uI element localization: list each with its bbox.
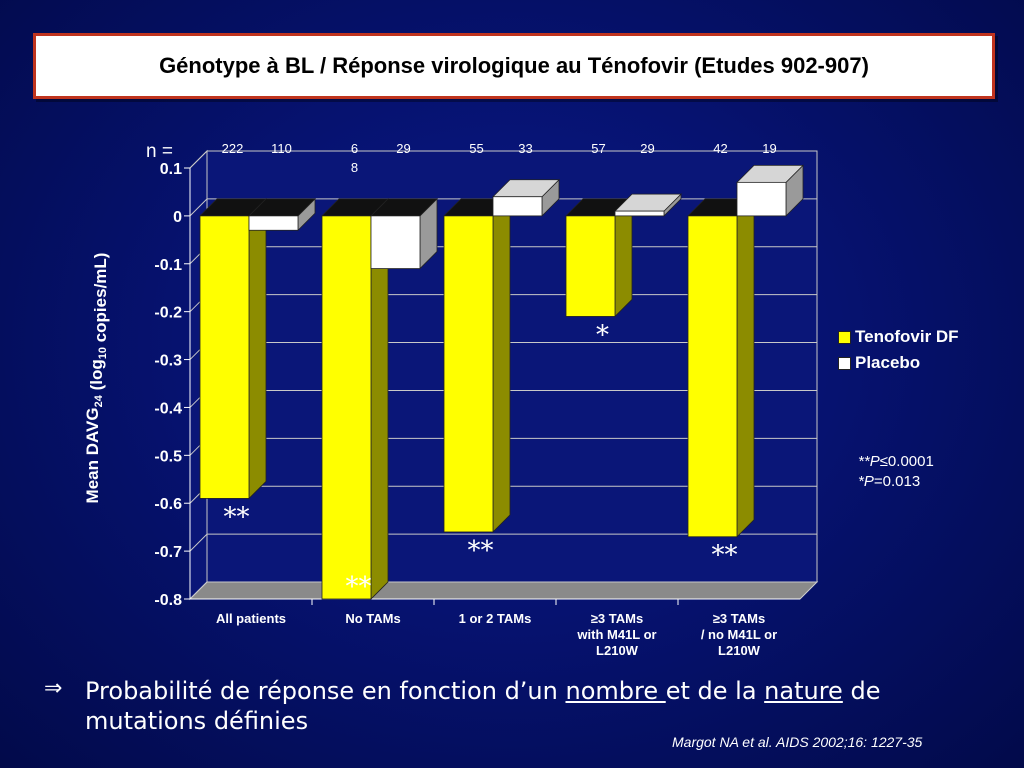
n-count: 55 bbox=[469, 141, 483, 156]
legend-item-placebo: Placebo bbox=[838, 350, 959, 376]
x-category-label: ≥3 TAMs bbox=[591, 611, 643, 626]
significance-marker: ** bbox=[346, 572, 372, 602]
significance-marker: ** bbox=[712, 541, 738, 571]
y-tick-label: 0.1 bbox=[160, 161, 182, 178]
gridline-side bbox=[189, 533, 208, 552]
bar-front bbox=[736, 181, 787, 217]
bar-tenofovir bbox=[687, 197, 755, 538]
x-category-label: All patients bbox=[216, 611, 286, 626]
y-axis-label-subscript: 10 bbox=[97, 347, 109, 359]
y-tick-label: -0.1 bbox=[154, 257, 182, 274]
n-count: 8 bbox=[351, 160, 358, 175]
implies-arrow-icon: ⇒ bbox=[44, 676, 63, 701]
bar-placebo bbox=[248, 197, 316, 232]
gridline-side bbox=[189, 581, 208, 600]
bar-placebo bbox=[614, 193, 682, 217]
bar-tenofovir bbox=[199, 197, 267, 500]
bar-front bbox=[565, 215, 616, 317]
bar-placebo bbox=[492, 178, 560, 217]
legend-swatch-placebo bbox=[838, 356, 851, 370]
n-count: 42 bbox=[713, 141, 727, 156]
bar-side bbox=[614, 197, 633, 318]
x-category-label: No TAMs bbox=[345, 611, 400, 626]
x-category-label: L210W bbox=[718, 643, 761, 658]
bar-front bbox=[687, 215, 738, 538]
y-axis-label-part: (log bbox=[87, 359, 106, 395]
significance-marker: ** bbox=[468, 536, 494, 566]
gridline-side bbox=[189, 150, 208, 169]
legend-item-tenofovir: Tenofovir DF bbox=[838, 324, 959, 350]
legend-label-placebo: Placebo bbox=[855, 353, 921, 372]
p-value-note-2: *P=0.013 bbox=[858, 473, 921, 490]
y-tick-label: -0.5 bbox=[154, 448, 182, 465]
bar-front bbox=[199, 215, 250, 499]
significance-marker: ** bbox=[224, 502, 250, 532]
y-tick-label: -0.3 bbox=[154, 353, 182, 370]
n-count: 29 bbox=[396, 141, 410, 156]
gridline-side bbox=[189, 198, 208, 217]
bar-tenofovir bbox=[321, 197, 389, 600]
bar-side bbox=[492, 197, 511, 533]
citation: Margot NA et al. AIDS 2002;16: 1227-35 bbox=[672, 734, 923, 750]
y-tick-label: -0.4 bbox=[154, 400, 182, 417]
bar-tenofovir bbox=[565, 197, 633, 318]
n-count: 19 bbox=[762, 141, 776, 156]
bar-side bbox=[248, 197, 267, 500]
y-tick-label: -0.8 bbox=[154, 592, 182, 609]
x-category-label: / no M41L or bbox=[701, 627, 777, 642]
slide-title: Génotype à BL / Réponse virologique au T… bbox=[159, 53, 869, 78]
n-count: 222 bbox=[222, 141, 244, 156]
bar-side bbox=[736, 197, 755, 538]
bar-front bbox=[492, 196, 543, 217]
x-category-label: 1 or 2 TAMs bbox=[459, 611, 532, 626]
y-axis-label-subscript: 24 bbox=[93, 394, 105, 407]
legend-label-tenofovir: Tenofovir DF bbox=[855, 327, 959, 346]
y-tick-label: -0.7 bbox=[154, 544, 182, 561]
p-value-note-1: **P≤0.0001 bbox=[858, 453, 934, 470]
y-axis-label: Mean DAVG24 (log10 copies/mL) bbox=[83, 253, 110, 504]
bar-placebo bbox=[370, 197, 438, 270]
y-tick-label: -0.2 bbox=[154, 305, 182, 322]
conclusion-text: Probabilité de réponse en fonction d’un … bbox=[85, 677, 881, 735]
legend-swatch-tenofovir bbox=[838, 330, 851, 344]
x-category-label: ≥3 TAMs bbox=[713, 611, 765, 626]
legend: Tenofovir DF Placebo bbox=[838, 324, 959, 376]
significance-marker: * bbox=[596, 320, 609, 350]
n-label: n = bbox=[146, 141, 173, 162]
bar-front bbox=[443, 215, 494, 533]
bar-placebo bbox=[736, 164, 804, 217]
n-count: 57 bbox=[591, 141, 605, 156]
bar-front bbox=[370, 215, 421, 269]
bar-tenofovir bbox=[443, 197, 511, 533]
n-count: 110 bbox=[271, 141, 292, 156]
bar-front bbox=[614, 210, 665, 217]
slide-title-box: Génotype à BL / Réponse virologique au T… bbox=[33, 33, 995, 99]
plot-floor bbox=[188, 581, 819, 600]
y-axis-label-part: copies/mL) bbox=[91, 253, 110, 347]
n-count: 29 bbox=[640, 141, 654, 156]
y-tick-label: -0.6 bbox=[154, 496, 182, 513]
x-category-label: with M41L or bbox=[576, 627, 656, 642]
n-count: 33 bbox=[518, 141, 532, 156]
n-count: 6 bbox=[351, 141, 358, 156]
y-tick-label: 0 bbox=[173, 209, 182, 226]
x-category-label: L210W bbox=[596, 643, 639, 658]
bar-front bbox=[321, 215, 372, 600]
bar-chart: 0.1 0 -0.1 -0.2 -0.3 -0.4 -0.5 -0.6 -0.7 -0.8 Mean… bbox=[83, 141, 819, 658]
p-value-notes: **P≤0.0001 *P=0.013 bbox=[858, 452, 934, 492]
y-axis-label-part: Mean DAVG bbox=[83, 407, 102, 503]
bar-front bbox=[248, 215, 299, 231]
